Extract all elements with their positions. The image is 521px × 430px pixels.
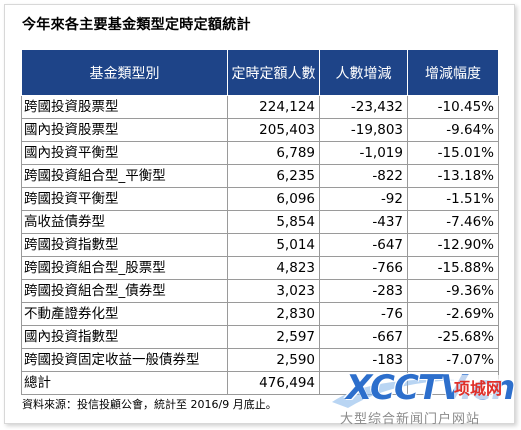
table-row: 國內投資股票型 205,403 -19,803 -9.64% — [21, 118, 499, 142]
cell-change-pct: -2.69% — [407, 302, 499, 326]
table-header-row: 基金類型別 定時定額人數 人數增減 增減幅度 — [21, 49, 499, 96]
cell-subscribers: 224,124 — [227, 95, 320, 119]
cell-fund-type: 跨國投資股票型 — [21, 95, 228, 119]
cell-fund-type: 跨國投資指數型 — [21, 233, 228, 257]
cell-subscribers: 6,235 — [227, 164, 320, 188]
table-row: 跨國投資平衡型 6,096 -92 -1.51% — [21, 187, 499, 211]
table-row: 跨國投資組合型_平衡型 6,235 -822 -13.18% — [21, 164, 499, 188]
table-row: 跨國投資組合型_股票型 4,823 -766 -15.88% — [21, 256, 499, 280]
cell-subscribers: 205,403 — [227, 118, 320, 142]
cell-change: -437 — [319, 210, 408, 234]
watermark-site-name: 项城网 — [454, 375, 503, 399]
cell-subscribers: 6,789 — [227, 141, 320, 165]
cell-fund-type: 不動產證券化型 — [21, 302, 228, 326]
cell-change-pct: -25.68% — [407, 325, 499, 349]
cell-fund-type: 總計 — [21, 371, 228, 395]
cell-fund-type: 跨國投資平衡型 — [21, 187, 228, 211]
table-row: 跨國投資指數型 5,014 -647 -12.90% — [21, 233, 499, 257]
cell-fund-type: 高收益債券型 — [21, 210, 228, 234]
cell-fund-type: 跨國投資組合型_債券型 — [21, 279, 228, 303]
page-title: 今年來各主要基金類型定時定額統計 — [22, 17, 251, 33]
cell-change: -283 — [319, 279, 408, 303]
cell-subscribers: 5,014 — [227, 233, 320, 257]
cell-subscribers: 4,823 — [227, 256, 320, 280]
table-row: 跨國投資組合型_債券型 3,023 -283 -9.36% — [21, 279, 499, 303]
table-row: 高收益債券型 5,854 -437 -7.46% — [21, 210, 499, 234]
cell-subscribers: 2,597 — [227, 325, 320, 349]
cell-subscribers: 6,096 — [227, 187, 320, 211]
cell-change-pct: -7.46% — [407, 210, 499, 234]
cell-change-pct: -12.90% — [407, 233, 499, 257]
cell-change: -76 — [319, 302, 408, 326]
cell-fund-type: 跨國投資組合型_平衡型 — [21, 164, 228, 188]
cell-subscribers: 3,023 — [227, 279, 320, 303]
cell-change-pct: -1.51% — [407, 187, 499, 211]
cell-subscribers: 2,590 — [227, 348, 320, 372]
header-subscribers: 定時定額人數 — [227, 49, 320, 96]
cell-change-pct: -9.64% — [407, 118, 499, 142]
table-row: 總計 476,494 — [21, 371, 499, 395]
cell-change: -23,432 — [319, 95, 408, 119]
table-row: 國內投資平衡型 6,789 -1,019 -15.01% — [21, 141, 499, 165]
watermark-subtitle: 大型综合新闻门户网站 — [340, 412, 481, 427]
table-row: 跨國投資股票型 224,124 -23,432 -10.45% — [21, 95, 499, 119]
cell-change: -19,803 — [319, 118, 408, 142]
cell-subscribers: 2,830 — [227, 302, 320, 326]
cell-fund-type: 跨國投資組合型_股票型 — [21, 256, 228, 280]
cell-change-pct: -9.36% — [407, 279, 499, 303]
cell-change-pct: -10.45% — [407, 95, 499, 119]
cell-change: -822 — [319, 164, 408, 188]
cell-change-pct: -15.01% — [407, 141, 499, 165]
cell-change-pct: -15.88% — [407, 256, 499, 280]
cell-change: -647 — [319, 233, 408, 257]
cell-fund-type: 國內投資指數型 — [21, 325, 228, 349]
cell-change: -1,019 — [319, 141, 408, 165]
cell-change: -667 — [319, 325, 408, 349]
cell-change: -766 — [319, 256, 408, 280]
source-note: 資料來源：投信投顧公會，統計至 2016/9 月底止。 — [22, 398, 277, 411]
table-row: 國內投資指數型 2,597 -667 -25.68% — [21, 325, 499, 349]
cell-subscribers: 476,494 — [227, 371, 320, 395]
table-row: 不動產證券化型 2,830 -76 -2.69% — [21, 302, 499, 326]
cell-fund-type: 跨國投資固定收益一般債券型 — [21, 348, 228, 372]
cell-fund-type: 國內投資股票型 — [21, 118, 228, 142]
fund-table: 基金類型別 定時定額人數 人數增減 增減幅度 跨國投資股票型 224,124 -23… — [21, 49, 499, 395]
header-change: 人數增減 — [319, 49, 408, 96]
cell-fund-type: 國內投資平衡型 — [21, 141, 228, 165]
header-change-pct: 增減幅度 — [407, 49, 499, 96]
cell-change: -183 — [319, 348, 408, 372]
cell-subscribers: 5,854 — [227, 210, 320, 234]
cell-change: -92 — [319, 187, 408, 211]
header-fund-type: 基金類型別 — [21, 49, 228, 96]
cell-change-pct: -13.18% — [407, 164, 499, 188]
watermark-swoosh-icon — [332, 379, 458, 408]
watermark: XCCTV.cn 项城网 大型综合新闻门户网站 — [330, 362, 520, 430]
